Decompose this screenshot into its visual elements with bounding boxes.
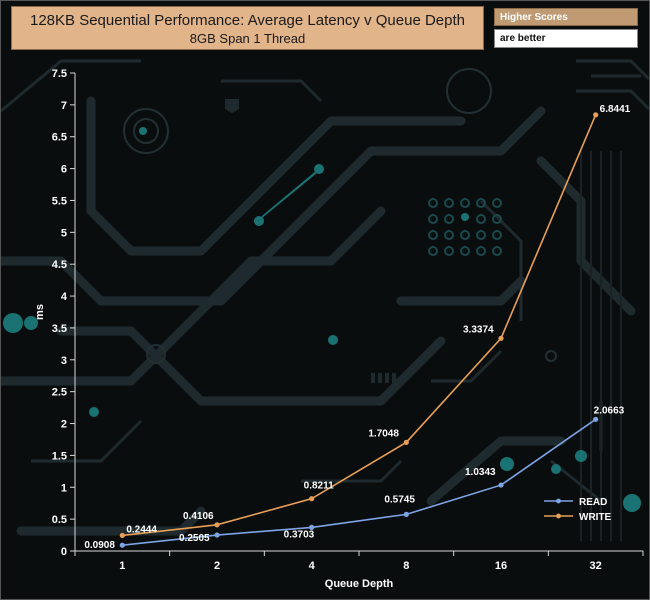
x-tick-label: 2: [214, 560, 220, 572]
data-point-write: [593, 112, 599, 118]
data-label-write: 3.3374: [463, 324, 494, 335]
legend-marker-write: [556, 513, 561, 519]
y-tick-label: 4.5: [52, 259, 67, 271]
chart-axes: [74, 73, 643, 552]
x-tick-label: 32: [590, 560, 602, 572]
data-labels: 0.0908 0.2505 0.3703 0.5745 1.0343 2.0663 0.24…: [84, 104, 630, 551]
legend-label-write: WRITE: [579, 512, 612, 523]
series-line-read: [122, 418, 597, 547]
data-point-write: [119, 532, 125, 539]
data-point-read: [214, 532, 220, 538]
legend-label-read: READ: [579, 497, 607, 508]
data-label-read: 1.0343: [465, 467, 496, 478]
data-label-write: 6.8441: [600, 104, 631, 115]
data-point-write: [403, 439, 409, 445]
data-point-read: [593, 416, 599, 422]
y-tick-label: 7: [61, 100, 67, 112]
data-label-write: 0.2444: [126, 524, 157, 535]
chart-title-box: 128KB Sequential Performance: Average La…: [11, 6, 484, 50]
y-tick-label: 5.5: [52, 195, 67, 207]
data-label-write: 0.4106: [183, 511, 214, 522]
legend-marker-read: [556, 498, 561, 504]
legend: READ WRITE: [544, 497, 612, 523]
y-axis-ticks: 0 0.5 1 1.5 2 2.5 3 3.5 4 4.5 5 5.5 6 6.5 7 7.5: [52, 68, 75, 558]
x-axis-label: Queue Depth: [325, 578, 394, 590]
data-label-read: 0.3703: [284, 529, 315, 540]
y-tick-label: 2: [61, 419, 67, 431]
data-point-read: [309, 524, 315, 530]
y-tick-label: 1: [61, 482, 67, 494]
data-label-read: 0.2505: [179, 533, 210, 544]
data-point-write: [214, 522, 220, 528]
series-line-write: [122, 114, 597, 537]
x-tick-label: 16: [495, 560, 507, 572]
y-tick-label: 0: [61, 546, 67, 558]
data-label-write: 0.8211: [304, 481, 334, 492]
data-label-read: 2.0663: [594, 405, 625, 416]
y-tick-label: 7.5: [52, 68, 67, 80]
y-tick-label: 4: [61, 291, 68, 303]
chart-title: 128KB Sequential Performance: Average La…: [29, 12, 465, 29]
score-note-line2: are better: [494, 29, 638, 48]
x-tick-label: 1: [119, 560, 125, 572]
data-label-read: 0.0908: [84, 540, 115, 551]
y-axis-label: ms: [34, 304, 46, 320]
x-tick-label: 4: [309, 560, 316, 572]
data-point-write: [498, 335, 504, 341]
y-tick-label: 3.5: [52, 323, 67, 335]
y-tick-label: 5: [61, 227, 67, 239]
x-tick-label: 8: [403, 560, 409, 572]
y-tick-label: 1.5: [52, 450, 67, 462]
y-tick-label: 6: [61, 164, 67, 176]
y-tick-label: 0.5: [52, 514, 67, 526]
data-point-read: [119, 542, 125, 548]
data-label-read: 0.5745: [384, 494, 415, 505]
score-note-line1: Higher Scores: [494, 8, 638, 26]
data-point-read: [403, 511, 409, 517]
y-tick-label: 3: [61, 355, 67, 367]
y-tick-label: 6.5: [52, 132, 67, 144]
x-axis-ticks: 1 2 4 8 16 32: [74, 551, 644, 572]
series-points: [119, 112, 599, 548]
data-point-read: [498, 482, 504, 488]
chart-subtitle: 8GB Span 1 Thread: [189, 31, 306, 46]
data-point-write: [309, 496, 315, 502]
data-label-write: 1.7048: [368, 428, 399, 439]
y-tick-label: 2.5: [52, 387, 67, 399]
series-lines: [122, 114, 597, 547]
